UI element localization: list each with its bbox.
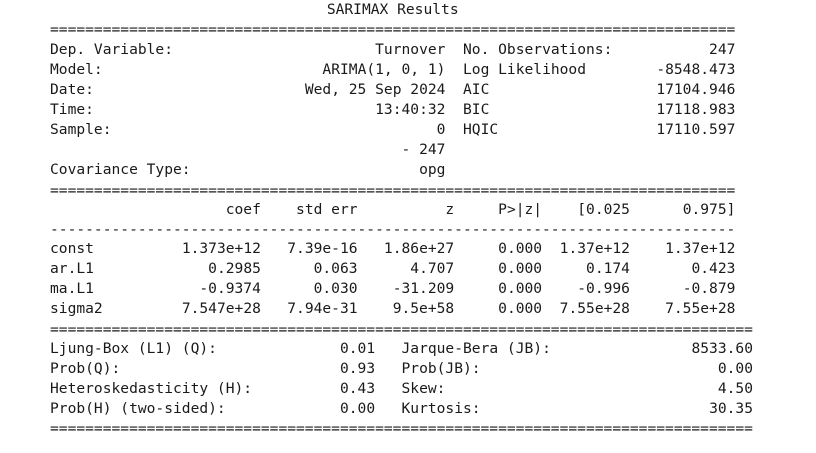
diagnostic-value: 0.43 (339, 380, 376, 397)
diagnostic-value: 0.93 (339, 360, 376, 377)
coef-table-cell: 0.063 (313, 260, 358, 277)
diagnostic-label: Ljung-Box (L1) (Q): (50, 340, 217, 357)
coef-table-cell: 0.2985 (208, 260, 261, 277)
diagnostic-stat-label: Kurtosis: (401, 400, 481, 417)
coef-table-header: z (445, 201, 455, 218)
diagnostic-label: Prob(H) (two-sided): (50, 400, 226, 417)
diagnostics-bottom-rule: ========================================… (50, 420, 753, 437)
coef-table-cell: 0.030 (313, 280, 358, 297)
model-stat-value: 17104.946 (656, 81, 736, 98)
coef-table-cell: 0.000 (498, 260, 543, 277)
coef-table-cell: 0.000 (498, 300, 543, 317)
coef-table-row-name: const (50, 240, 94, 257)
coef-table-cell: 0.423 (691, 260, 736, 277)
coef-table-cell: 7.55e+28 (665, 300, 736, 317)
diagnostic-stat-value: 0.00 (717, 360, 753, 377)
coef-table-header: 0.975] (682, 201, 736, 218)
model-info-value: 0 (436, 121, 446, 138)
diagnostic-label: Prob(Q): (50, 360, 121, 377)
model-info-value: - 247 (401, 141, 446, 158)
diagnostic-stat-label: Prob(JB): (401, 360, 481, 377)
diagnostics-top-rule: ========================================… (50, 321, 753, 338)
coef-table-cell: 1.86e+27 (383, 240, 455, 257)
diagnostic-stat-value: 30.35 (709, 400, 753, 417)
coef-table-cell: -0.9374 (199, 280, 261, 297)
coef-table-header-rule: ----------------------------------------… (50, 221, 736, 238)
coef-table-top-rule: ========================================… (50, 182, 736, 199)
coef-table-cell: 7.55e+28 (559, 300, 630, 317)
model-info-value: 13:40:32 (375, 101, 446, 118)
model-info-value: Turnover (375, 41, 446, 58)
coef-table-row-name: sigma2 (50, 300, 103, 317)
coef-table-cell: 4.707 (410, 260, 455, 277)
coef-table-cell: 7.94e-31 (287, 300, 358, 317)
coef-table-cell: 1.37e+12 (559, 240, 630, 257)
coef-table-cell: 9.5e+58 (392, 300, 455, 317)
model-stat-label: BIC (463, 101, 490, 118)
coef-table-row-name: ar.L1 (50, 260, 94, 277)
model-info-label: Model: (50, 61, 103, 78)
diagnostic-value: 0.00 (339, 400, 376, 417)
model-info-label: Dep. Variable: (50, 41, 174, 58)
coef-table-header: coef (225, 201, 261, 218)
model-info-value: opg (419, 161, 446, 178)
model-stat-value: 247 (709, 41, 736, 58)
diagnostic-stat-label: Jarque-Bera (JB): (401, 340, 551, 357)
model-stat-value: -8548.473 (656, 61, 736, 78)
model-info-label: Date: (50, 81, 94, 98)
model-stat-value: 17118.983 (656, 101, 736, 118)
diagnostic-label: Heteroskedasticity (H): (50, 380, 253, 397)
model-info-value: ARIMA(1, 0, 1) (322, 61, 446, 78)
model-info-label: Sample: (50, 121, 112, 138)
model-stat-label: AIC (463, 81, 490, 98)
coef-table-cell: 7.39e-16 (287, 240, 358, 257)
model-stat-label: HQIC (463, 121, 499, 138)
diagnostic-stat-label: Skew: (401, 380, 446, 397)
model-stat-label: No. Observations: (463, 41, 613, 58)
header-rule: ========================================… (50, 21, 736, 38)
diagnostic-stat-value: 4.50 (717, 380, 753, 397)
coef-table-cell: 1.373e+12 (181, 240, 261, 257)
coef-table-cell: 7.547e+28 (181, 300, 261, 317)
coef-table-header: std err (296, 201, 358, 218)
coef-table-header: P>|z| (498, 201, 543, 218)
coef-table-cell: -0.996 (577, 280, 630, 297)
model-info-label: Time: (50, 101, 94, 118)
model-stat-label: Log Likelihood (463, 61, 587, 78)
coef-table-cell: -0.879 (682, 280, 736, 297)
coef-table-cell: -31.209 (392, 280, 455, 297)
coef-table-row-name: ma.L1 (50, 280, 94, 297)
diagnostic-value: 0.01 (339, 340, 376, 357)
coef-table-cell: 0.000 (498, 240, 543, 257)
model-info-value: Wed, 25 Sep 2024 (304, 81, 446, 98)
model-info-label: Covariance Type: (50, 161, 191, 178)
coef-table-header: [0.025 (577, 201, 630, 218)
coef-table-cell: 0.174 (586, 260, 630, 277)
model-stat-value: 17110.597 (656, 121, 736, 138)
report-title: SARIMAX Results (326, 1, 459, 18)
coef-table-cell: 0.000 (498, 280, 543, 297)
diagnostic-stat-value: 8533.60 (691, 340, 753, 357)
coef-table-cell: 1.37e+12 (665, 240, 736, 257)
